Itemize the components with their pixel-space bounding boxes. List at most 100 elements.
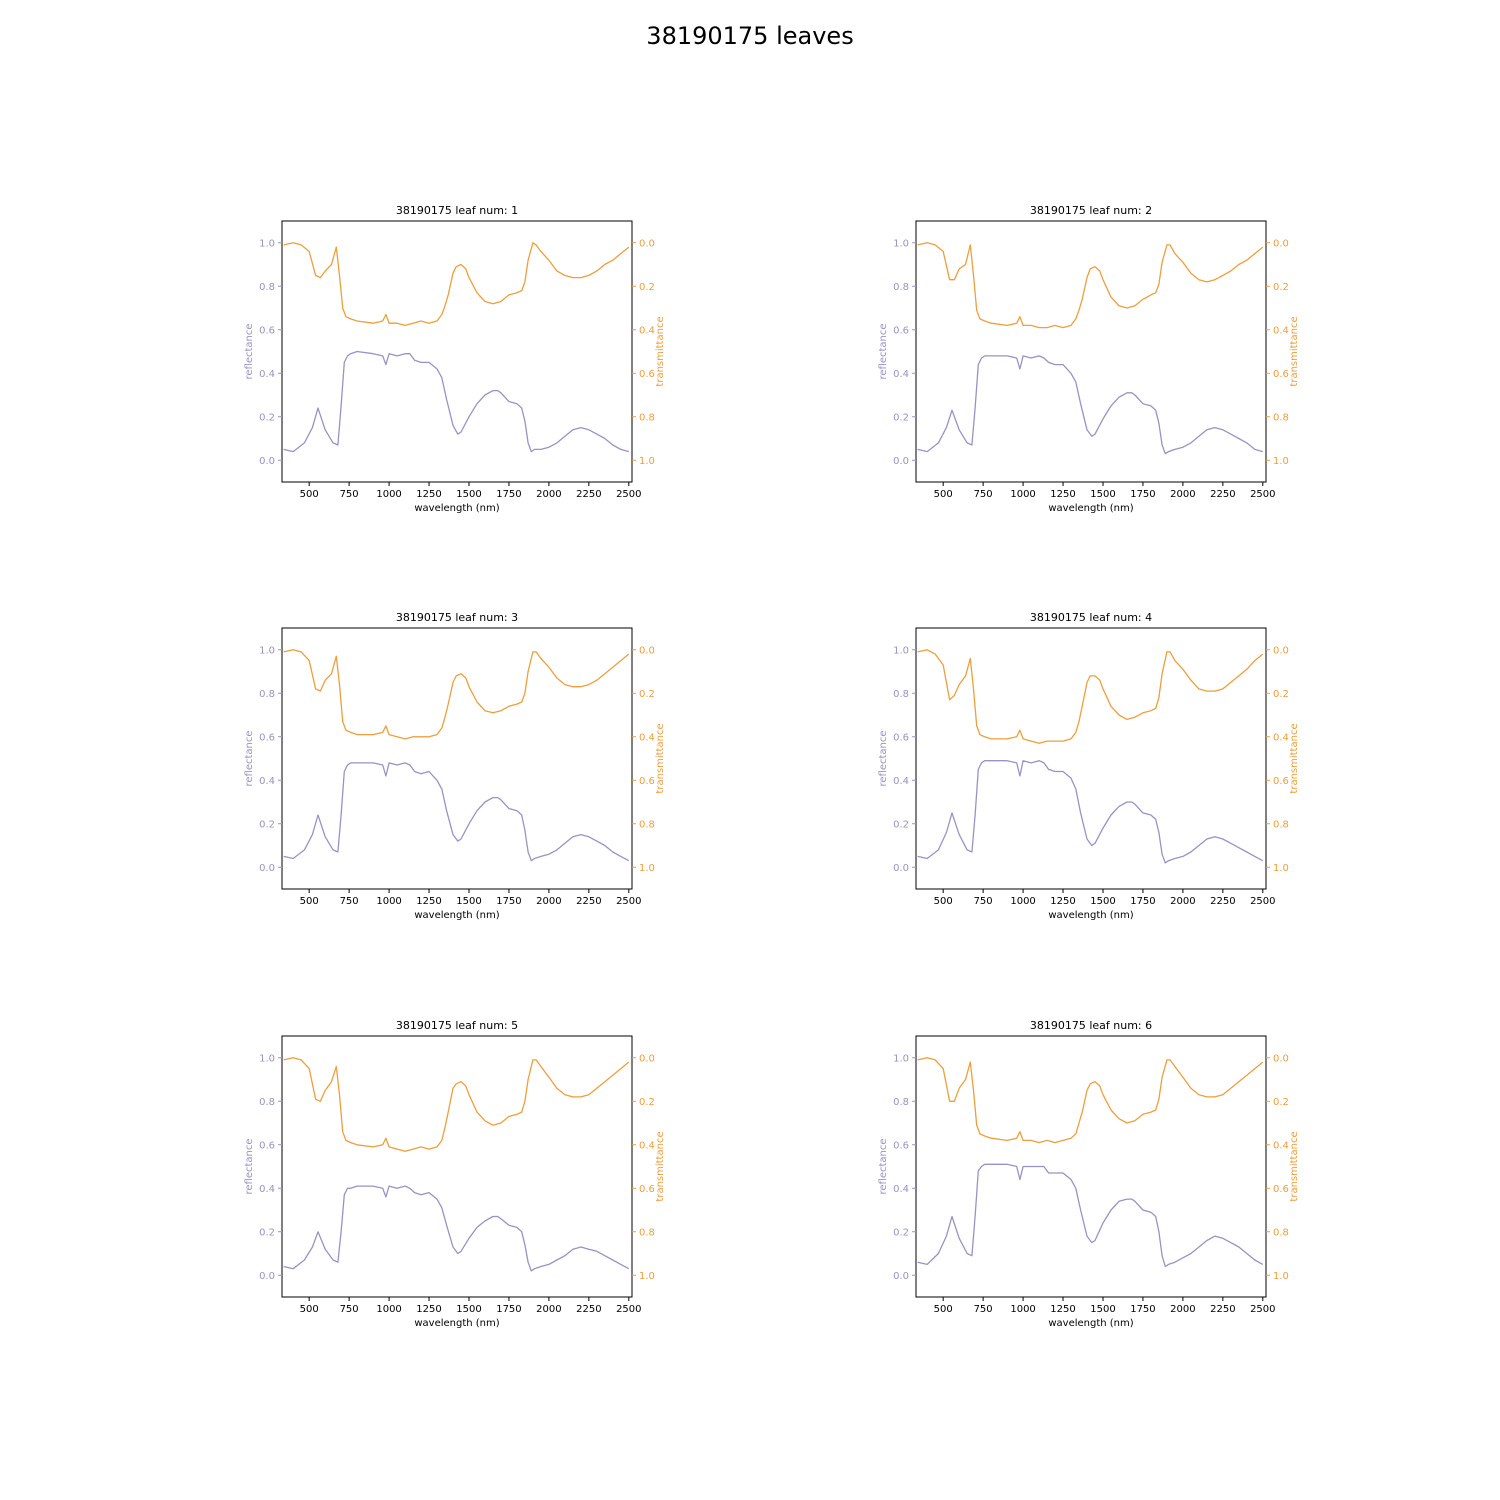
y-axis-label: reflectance — [878, 1138, 889, 1194]
y2-tick-label: 0.2 — [1273, 689, 1289, 700]
y2-tick-label: 0.0 — [1273, 645, 1289, 656]
y2-tick-label: 0.4 — [1273, 732, 1289, 743]
x-tick-label: 750 — [340, 489, 359, 500]
x-axis-label: wavelength (nm) — [1048, 910, 1133, 921]
x-axis-label: wavelength (nm) — [1048, 503, 1133, 514]
y-tick-label: 0.4 — [259, 369, 275, 380]
y2-tick-label: 0.6 — [639, 776, 655, 787]
x-tick-label: 2000 — [1170, 896, 1195, 907]
y2-tick-label: 0.4 — [1273, 325, 1289, 336]
x-tick-label: 2250 — [1210, 896, 1235, 907]
y-tick-label: 0.2 — [259, 412, 275, 423]
axes-frame — [281, 627, 633, 890]
y2-tick-label: 0.0 — [639, 238, 655, 249]
figure-title: 38190175 leaves — [646, 22, 854, 50]
y-tick-label: 0.0 — [893, 456, 909, 467]
y-tick-label: 0.6 — [259, 1140, 275, 1151]
transmittance-line — [283, 242, 630, 327]
y2-tick-label: 0.8 — [1273, 1227, 1289, 1238]
x-tick-label: 500 — [300, 896, 319, 907]
chart-panel-1: 38190175 leaf num: 1 500 750 1000 1250 1500 17… — [244, 204, 666, 514]
x-tick-label: 1500 — [456, 489, 481, 500]
reflectance-line — [917, 355, 1263, 455]
x-tick-label: 1750 — [496, 896, 521, 907]
y2-tick-label: 0.6 — [639, 1184, 655, 1195]
x-tick-label: 1250 — [1050, 1304, 1075, 1315]
y2-axis-label: transmittance — [655, 723, 666, 793]
y-tick-label: 0.0 — [259, 456, 275, 467]
x-tick-label: 1500 — [456, 896, 481, 907]
x-tick-label: 1750 — [496, 1304, 521, 1315]
x-tick-label: 1500 — [456, 1304, 481, 1315]
y-tick-label: 1.0 — [893, 1053, 909, 1064]
y-tick-label: 0.6 — [893, 325, 909, 336]
x-tick-label: 750 — [340, 1304, 359, 1315]
y2-tick-label: 0.2 — [1273, 1097, 1289, 1108]
y2-tick-label: 0.4 — [639, 1140, 655, 1151]
y2-axis-label: transmittance — [1289, 723, 1300, 793]
transmittance-line — [283, 1057, 630, 1152]
y-tick-label: 0.0 — [893, 1271, 909, 1282]
x-tick-label: 2000 — [1170, 1304, 1195, 1315]
x-tick-label: 1750 — [1130, 1304, 1155, 1315]
y-tick-label: 0.6 — [893, 1140, 909, 1151]
y2-tick-label: 0.0 — [1273, 238, 1289, 249]
x-tick-label: 2250 — [1210, 1304, 1235, 1315]
y-tick-label: 0.8 — [259, 282, 275, 293]
transmittance-line — [917, 649, 1264, 744]
axes-frame — [915, 220, 1267, 483]
y-tick-label: 0.4 — [259, 776, 275, 787]
y2-tick-label: 1.0 — [639, 863, 655, 874]
y-tick-label: 0.8 — [893, 282, 909, 293]
x-tick-label: 2500 — [616, 489, 641, 500]
x-tick-label: 750 — [974, 896, 993, 907]
x-tick-label: 1000 — [1010, 1304, 1035, 1315]
y-tick-label: 0.4 — [893, 369, 909, 380]
y2-tick-label: 0.6 — [1273, 776, 1289, 787]
x-tick-label: 2500 — [1250, 489, 1275, 500]
x-tick-label: 500 — [934, 489, 953, 500]
x-tick-label: 500 — [300, 1304, 319, 1315]
y2-tick-label: 0.8 — [639, 819, 655, 830]
y-tick-label: 0.2 — [893, 1227, 909, 1238]
chart-panel-5: 38190175 leaf num: 5 500 750 1000 1250 1500 17… — [244, 1019, 666, 1329]
y-tick-label: 1.0 — [893, 238, 909, 249]
y2-tick-label: 1.0 — [1273, 1271, 1289, 1282]
transmittance-line — [917, 1057, 1264, 1144]
x-tick-label: 2500 — [1250, 1304, 1275, 1315]
x-tick-label: 500 — [300, 489, 319, 500]
x-tick-label: 750 — [974, 489, 993, 500]
x-tick-label: 1250 — [1050, 896, 1075, 907]
x-tick-label: 2500 — [1250, 896, 1275, 907]
reflectance-line — [283, 350, 629, 453]
x-tick-label: 2250 — [1210, 489, 1235, 500]
x-tick-label: 1000 — [1010, 896, 1035, 907]
y2-tick-label: 0.8 — [639, 1227, 655, 1238]
y-tick-label: 0.2 — [259, 1227, 275, 1238]
x-tick-label: 2000 — [536, 489, 561, 500]
panel-title: 38190175 leaf num: 3 — [396, 611, 518, 624]
y-tick-label: 0.2 — [893, 819, 909, 830]
y-axis-label: reflectance — [244, 1138, 255, 1194]
y-tick-label: 0.2 — [259, 819, 275, 830]
y2-tick-label: 0.0 — [639, 645, 655, 656]
y2-tick-label: 0.4 — [639, 325, 655, 336]
x-tick-label: 1500 — [1090, 1304, 1115, 1315]
y2-tick-label: 0.2 — [1273, 282, 1289, 293]
y-tick-label: 0.0 — [259, 863, 275, 874]
y2-tick-label: 1.0 — [639, 1271, 655, 1282]
y-axis-label: reflectance — [244, 730, 255, 786]
x-tick-label: 1250 — [416, 896, 441, 907]
y2-tick-label: 0.2 — [639, 689, 655, 700]
x-tick-label: 1250 — [1050, 489, 1075, 500]
x-tick-label: 2250 — [576, 489, 601, 500]
y-axis-label: reflectance — [244, 323, 255, 379]
y2-tick-label: 0.2 — [639, 282, 655, 293]
transmittance-line — [917, 242, 1264, 329]
y-tick-label: 0.4 — [893, 1184, 909, 1195]
y-tick-label: 0.4 — [893, 776, 909, 787]
y2-tick-label: 0.2 — [639, 1097, 655, 1108]
x-tick-label: 1500 — [1090, 489, 1115, 500]
y-tick-label: 0.6 — [259, 732, 275, 743]
